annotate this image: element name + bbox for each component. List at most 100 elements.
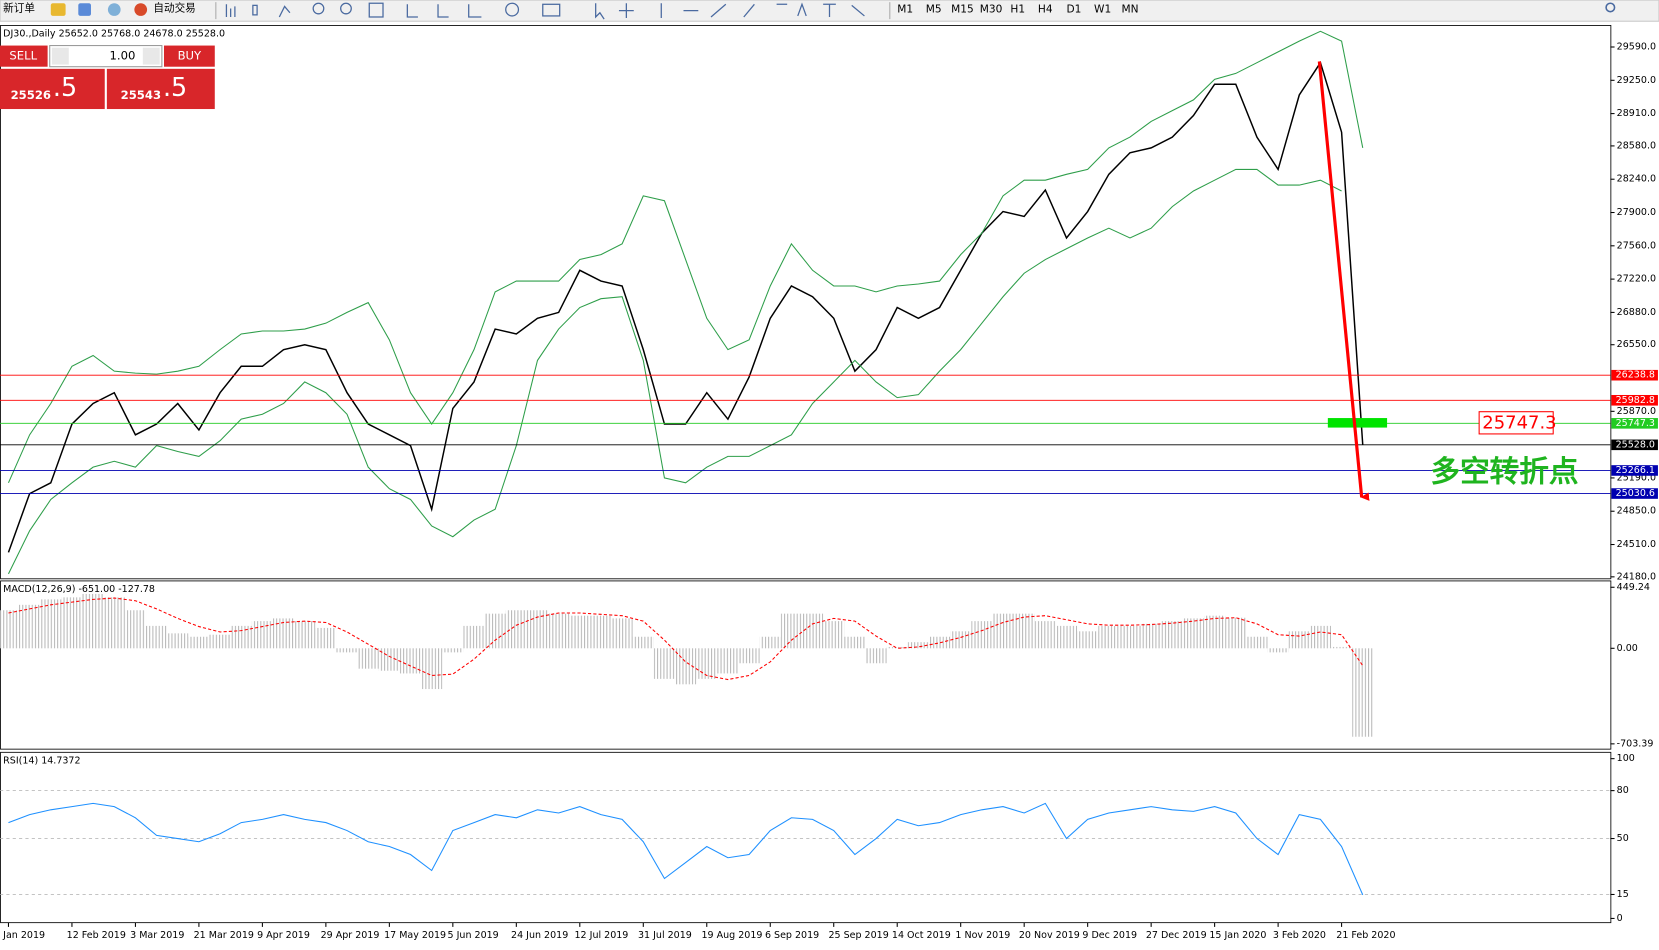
- x-tick-label: 21 Feb 2020: [1336, 930, 1395, 941]
- ask-fraction[interactable]: .5: [163, 72, 187, 102]
- y-tick-label: 449.24: [1617, 582, 1650, 593]
- macd-bar: [399, 648, 422, 674]
- timeframe[interactable]: D1: [1067, 4, 1082, 16]
- y-tick-label: 28240.0: [1617, 174, 1656, 185]
- buy-button[interactable]: [163, 45, 215, 67]
- macd-bar: [0, 610, 20, 649]
- macd-bar: [1267, 648, 1289, 653]
- timeframe[interactable]: H1: [1010, 4, 1025, 16]
- turn-marker: [1327, 418, 1388, 428]
- macd-bar: [188, 636, 210, 649]
- macd-bar: [717, 648, 739, 674]
- level-box: [1611, 394, 1658, 406]
- pane-header: DJ30.,Daily 25652.0 25768.0 24678.0 2552…: [3, 28, 225, 39]
- macd-bar: [1077, 631, 1099, 649]
- series-line: [7, 168, 1342, 575]
- macd-bar: [1182, 618, 1205, 649]
- macd-bar: [611, 618, 633, 649]
- level-box: [1611, 465, 1658, 476]
- x-tick-label: 21 Mar 2019: [194, 930, 254, 941]
- auto-trading[interactable]: 自动交易: [153, 2, 195, 15]
- bid-box[interactable]: [0, 68, 105, 110]
- ask-box[interactable]: [106, 68, 215, 110]
- icon[interactable]: [50, 3, 66, 16]
- tool-icons[interactable]: [225, 2, 865, 20]
- timeframe[interactable]: M15: [951, 4, 974, 16]
- y-tick-label: 25190.0: [1617, 472, 1656, 483]
- macd-bar: [1119, 625, 1141, 649]
- timeframe[interactable]: H4: [1038, 4, 1053, 16]
- y-tick-label: 15: [1617, 889, 1629, 900]
- lot-input[interactable]: [49, 45, 163, 68]
- lot-down[interactable]: [51, 47, 69, 65]
- macd-bar: [653, 648, 676, 679]
- macd-bar: [632, 636, 654, 649]
- x-tick-label: 27 Dec 2019: [1146, 930, 1207, 941]
- macd-bar: [272, 618, 295, 649]
- icon[interactable]: [78, 3, 91, 16]
- x-tick-label: 3 Feb 2020: [1273, 930, 1326, 941]
- timeframe[interactable]: M30: [980, 4, 1003, 16]
- y-tick-label: 26880.0: [1617, 307, 1656, 318]
- macd-bar: [971, 621, 993, 649]
- lot-up[interactable]: [142, 47, 160, 65]
- macd-bar: [1055, 625, 1078, 649]
- macd-bar: [865, 648, 887, 664]
- macd-bar: [1140, 623, 1162, 649]
- x-tick-label: 5 Jun 2019: [448, 930, 499, 941]
- macd-bar: [230, 625, 252, 649]
- timeframe[interactable]: M1: [897, 4, 913, 16]
- series-line: [7, 30, 1364, 484]
- y-tick-label: -703.39: [1617, 738, 1654, 749]
- y-tick-label: 27560.0: [1617, 240, 1656, 251]
- y-tick-label: 28910.0: [1617, 108, 1656, 119]
- macd-bar: [1034, 621, 1056, 649]
- y-tick-label: 27220.0: [1617, 274, 1656, 285]
- macd-bar: [1309, 625, 1332, 649]
- timeframe[interactable]: MN: [1122, 4, 1139, 16]
- buy-label[interactable]: BUY: [178, 49, 202, 63]
- ask-price[interactable]: 25543: [121, 88, 161, 102]
- x-tick-label: 9 Dec 2019: [1082, 930, 1137, 941]
- macd-bar: [823, 621, 845, 649]
- timeframe[interactable]: W1: [1094, 4, 1111, 16]
- macd-bar: [801, 613, 824, 649]
- timeframe[interactable]: M5: [926, 4, 942, 16]
- macd-bar: [569, 615, 591, 649]
- level-label: 25528.0: [1616, 439, 1655, 450]
- pane-header: RSI(14) 14.7372: [3, 755, 80, 766]
- bid-fraction[interactable]: .5: [53, 72, 77, 102]
- new-order[interactable]: 新订单: [3, 2, 35, 15]
- level-label: 25266.1: [1616, 465, 1655, 476]
- y-tick-label: 28580.0: [1617, 140, 1656, 151]
- icon[interactable]: [134, 3, 148, 16]
- y-tick-label: 50: [1617, 833, 1629, 844]
- pane: [0, 580, 1612, 750]
- search[interactable]: [1605, 2, 1616, 13]
- x-tick-label: 12 Feb 2019: [67, 930, 126, 941]
- macd-bar: [294, 621, 316, 649]
- macd-bar: [590, 615, 612, 649]
- lot-value[interactable]: 1.00: [110, 49, 136, 63]
- macd-bar: [907, 642, 929, 649]
- x-tick-label: 24 Jun 2019: [511, 930, 568, 941]
- sell-label[interactable]: SELL: [9, 49, 37, 63]
- x-tick-label: 9 Apr 2019: [257, 930, 310, 941]
- macd-bar: [928, 636, 951, 649]
- macd-bar: [357, 648, 379, 669]
- level-label: 25747.3: [1616, 418, 1655, 429]
- macd-bar: [1246, 636, 1268, 649]
- sell-button[interactable]: [0, 45, 48, 67]
- icon[interactable]: [107, 3, 121, 16]
- x-tick-label: 12 Jul 2019: [575, 930, 629, 941]
- macd-bar: [40, 599, 62, 649]
- macd-bar: [844, 636, 866, 649]
- macd-bar: [505, 610, 527, 649]
- macd-bar: [315, 627, 337, 649]
- y-tick-label: 26550.0: [1617, 339, 1656, 350]
- bid-price[interactable]: 25526: [11, 88, 51, 102]
- level-label: 26238.8: [1616, 370, 1655, 381]
- turn-box: [1478, 411, 1554, 435]
